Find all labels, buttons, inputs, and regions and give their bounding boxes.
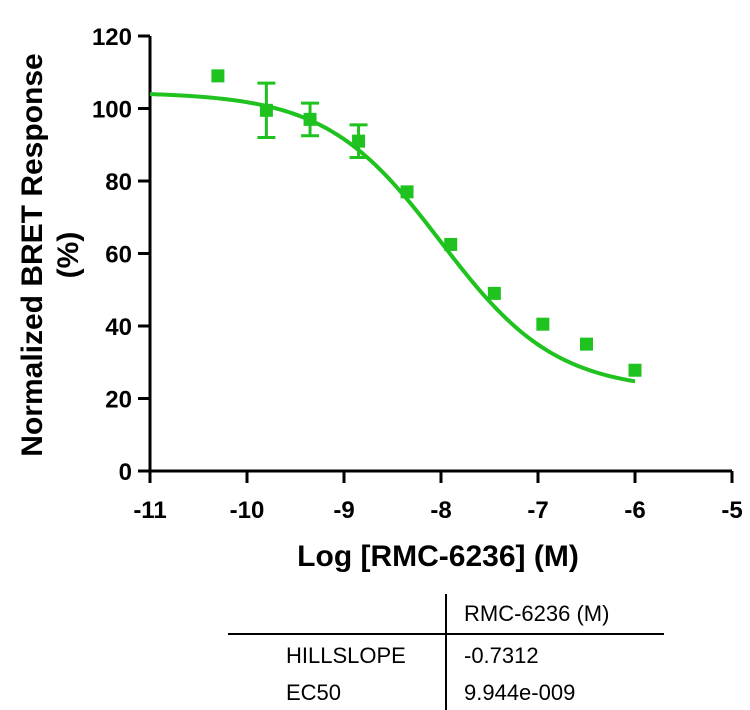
x-tick-label: -10 [230,497,265,524]
data-points [211,69,642,377]
y-tick-label: 20 [105,387,132,414]
x-axis-ticks: -11 -10 -9 -8 -7 -6 -5 [133,471,743,524]
data-point [444,237,458,251]
x-tick-label: -6 [624,497,645,524]
table-row-label: HILLSLOPE [286,643,406,668]
data-point [487,286,501,300]
y-axis-title-unit: (%) [52,232,85,279]
data-point [352,134,366,148]
y-axis-title: Normalized BRET Response [16,53,49,456]
data-point [211,69,225,83]
y-tick-label: 60 [105,242,132,269]
y-tick-label: 120 [92,24,132,51]
y-tick-label: 40 [105,314,132,341]
data-point [259,103,273,117]
results-table: RMC-6236 (M) HILLSLOPE -0.7312 EC50 9.94… [228,594,664,710]
fit-curve [149,92,636,384]
y-tick-label: 80 [105,169,132,196]
data-point [400,185,414,199]
data-point [303,112,317,126]
table-row-value: -0.7312 [464,643,539,668]
x-tick-label: -8 [430,497,451,524]
x-tick-label: -11 [133,497,166,524]
x-tick-label: -5 [721,497,742,524]
data-point [628,363,642,377]
y-axis-ticks: 0 20 40 60 80 100 120 [92,24,150,486]
data-point [536,317,550,331]
table-row-label: EC50 [286,680,341,705]
table-column-header: RMC-6236 (M) [464,601,609,626]
x-tick-label: -9 [333,497,354,524]
x-axis-title: Log [RMC-6236] (M) [297,540,579,573]
x-tick-label: -7 [527,497,548,524]
table-row-value: 9.944e-009 [464,680,575,705]
y-tick-label: 0 [119,459,132,486]
y-tick-label: 100 [92,97,132,124]
data-point [580,337,593,351]
